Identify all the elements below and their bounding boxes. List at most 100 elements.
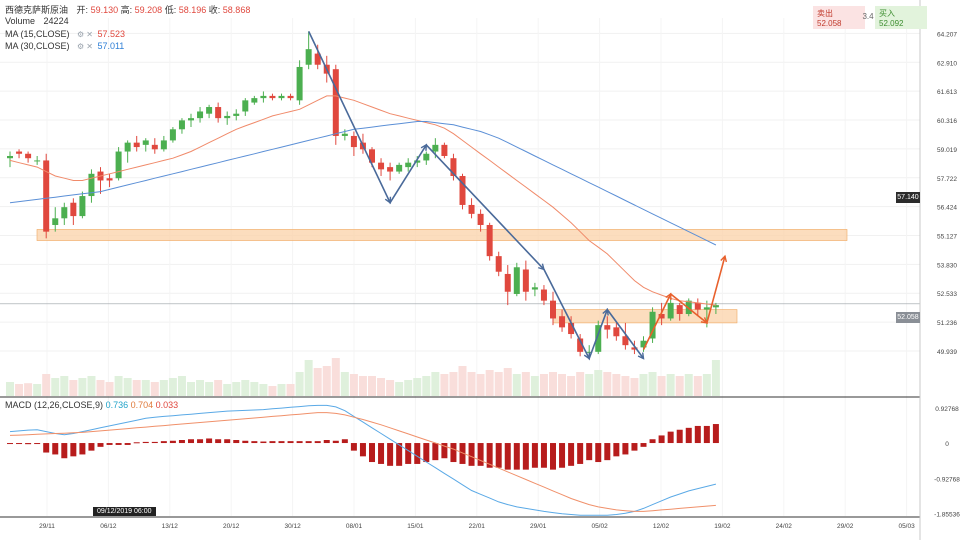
macd-histogram-bar bbox=[423, 443, 430, 463]
sell-button[interactable]: 卖出 52.058 bbox=[813, 6, 865, 29]
macd-histogram-bar bbox=[613, 443, 620, 457]
volume-bar bbox=[693, 376, 702, 396]
candle-body bbox=[332, 69, 339, 136]
macd-histogram-bar bbox=[495, 443, 502, 468]
macd-histogram-bar bbox=[595, 443, 602, 463]
volume-bar bbox=[349, 374, 358, 396]
macd-histogram-bar bbox=[34, 443, 41, 445]
volume-label: Volume bbox=[5, 16, 36, 26]
macd-dif-line bbox=[9, 404, 717, 516]
macd-tick-label: -0.92768 bbox=[934, 476, 960, 483]
candle-body bbox=[61, 207, 68, 219]
candle-body bbox=[160, 140, 167, 150]
volume-bar bbox=[585, 374, 594, 396]
macd-histogram-bar bbox=[640, 443, 647, 447]
candle-body bbox=[314, 53, 321, 65]
volume-bar bbox=[42, 374, 51, 396]
candle-body bbox=[531, 287, 538, 290]
candle-body bbox=[251, 98, 258, 103]
volume-bar bbox=[304, 360, 313, 396]
settings-icon[interactable]: ⚙✕ bbox=[77, 30, 95, 39]
macd-histogram-bar bbox=[649, 439, 656, 444]
macd-histogram-bar bbox=[694, 425, 701, 444]
volume-bar bbox=[494, 372, 503, 396]
volume-bar bbox=[413, 378, 422, 396]
volume-bar bbox=[69, 380, 78, 396]
volume-bar bbox=[33, 384, 42, 396]
candle-body bbox=[712, 305, 719, 308]
candle-body bbox=[34, 160, 41, 162]
volume-bar bbox=[702, 374, 711, 396]
macd-histogram-bar bbox=[369, 443, 375, 463]
volume-bar bbox=[60, 376, 69, 396]
macd-histogram-bar bbox=[559, 443, 566, 468]
wave-arrowhead-blue bbox=[420, 143, 428, 151]
candle-body bbox=[613, 327, 620, 337]
macd-histogram-bar bbox=[405, 443, 412, 464]
volume-bar bbox=[684, 374, 693, 396]
candle-body bbox=[568, 322, 575, 335]
volume-bar bbox=[657, 376, 666, 396]
price-tick-label: 53.830 bbox=[937, 262, 957, 269]
wave-arrowhead-blue bbox=[583, 352, 591, 360]
macd-histogram-bar bbox=[25, 443, 32, 445]
volume-bar bbox=[78, 378, 87, 396]
volume-bar bbox=[105, 382, 114, 396]
macd-histogram-bar bbox=[151, 441, 158, 444]
macd-histogram-bar bbox=[359, 443, 366, 457]
macd-histogram-bar bbox=[531, 443, 538, 468]
candle-body bbox=[577, 338, 584, 352]
macd-histogram-bar bbox=[188, 439, 194, 444]
buy-price: 52.092 bbox=[879, 19, 904, 28]
candle-body bbox=[206, 107, 213, 114]
candle-body bbox=[405, 162, 412, 168]
macd-histogram-bar bbox=[414, 443, 421, 464]
ma30-legend: MA (30,CLOSE) ⚙✕ 57.011 bbox=[5, 41, 124, 51]
macd-histogram-bar bbox=[667, 431, 674, 444]
x-tick-label: 19/02 bbox=[714, 523, 731, 530]
macd-value-2: 0.704 bbox=[130, 400, 154, 410]
volume-bar bbox=[259, 384, 268, 396]
buy-button[interactable]: 买入 52.092 bbox=[875, 6, 927, 29]
volume-bar bbox=[503, 368, 512, 396]
volume-bar bbox=[440, 374, 449, 396]
x-tick-label: 06/12 bbox=[100, 523, 117, 530]
candle-body bbox=[540, 289, 547, 301]
volume-bar bbox=[476, 374, 485, 396]
macd-histogram-bar bbox=[568, 443, 575, 466]
ma15-value: 57.523 bbox=[97, 29, 125, 39]
volume-bar bbox=[6, 382, 14, 396]
ma15-line bbox=[9, 95, 716, 306]
ma15-legend: MA (15,CLOSE) ⚙✕ 57.523 bbox=[5, 29, 125, 39]
volume-bar bbox=[150, 382, 159, 396]
settings-icon[interactable]: ⚙✕ bbox=[77, 42, 95, 51]
candle-body bbox=[79, 196, 86, 217]
low-value: 58.196 bbox=[178, 5, 207, 15]
volume-bar bbox=[159, 380, 168, 396]
candle-body bbox=[25, 153, 32, 159]
crosshair-date-tag: 09/12/2019 06:00 bbox=[93, 507, 156, 516]
candle-body bbox=[378, 162, 385, 170]
macd-histogram-bar bbox=[97, 443, 104, 447]
ohlc-header: 西德克萨斯原油 开: 59.130 高: 59.208 低: 58.196 收:… bbox=[5, 3, 250, 16]
volume-bar bbox=[141, 380, 150, 396]
volume-bar bbox=[187, 382, 195, 396]
macd-histogram-bar bbox=[242, 440, 249, 444]
candle-body bbox=[631, 347, 638, 350]
wave-arrowhead-orange bbox=[700, 317, 708, 324]
candle-body bbox=[486, 224, 493, 257]
close-label: 收: bbox=[208, 5, 221, 15]
wave-arrowhead-blue bbox=[538, 263, 545, 271]
macd-histogram-bar bbox=[115, 443, 122, 445]
candle-body bbox=[649, 311, 656, 339]
candle-body bbox=[242, 100, 249, 112]
price-tick-label: 51.236 bbox=[937, 320, 957, 327]
wave-arrowhead-blue bbox=[384, 196, 392, 205]
macd-histogram-bar bbox=[169, 440, 176, 444]
volume-bar bbox=[223, 384, 232, 396]
candle-body bbox=[16, 151, 23, 154]
macd-histogram-bar bbox=[378, 443, 385, 464]
volume-bar bbox=[168, 378, 177, 396]
macd-histogram-bar bbox=[178, 440, 185, 444]
